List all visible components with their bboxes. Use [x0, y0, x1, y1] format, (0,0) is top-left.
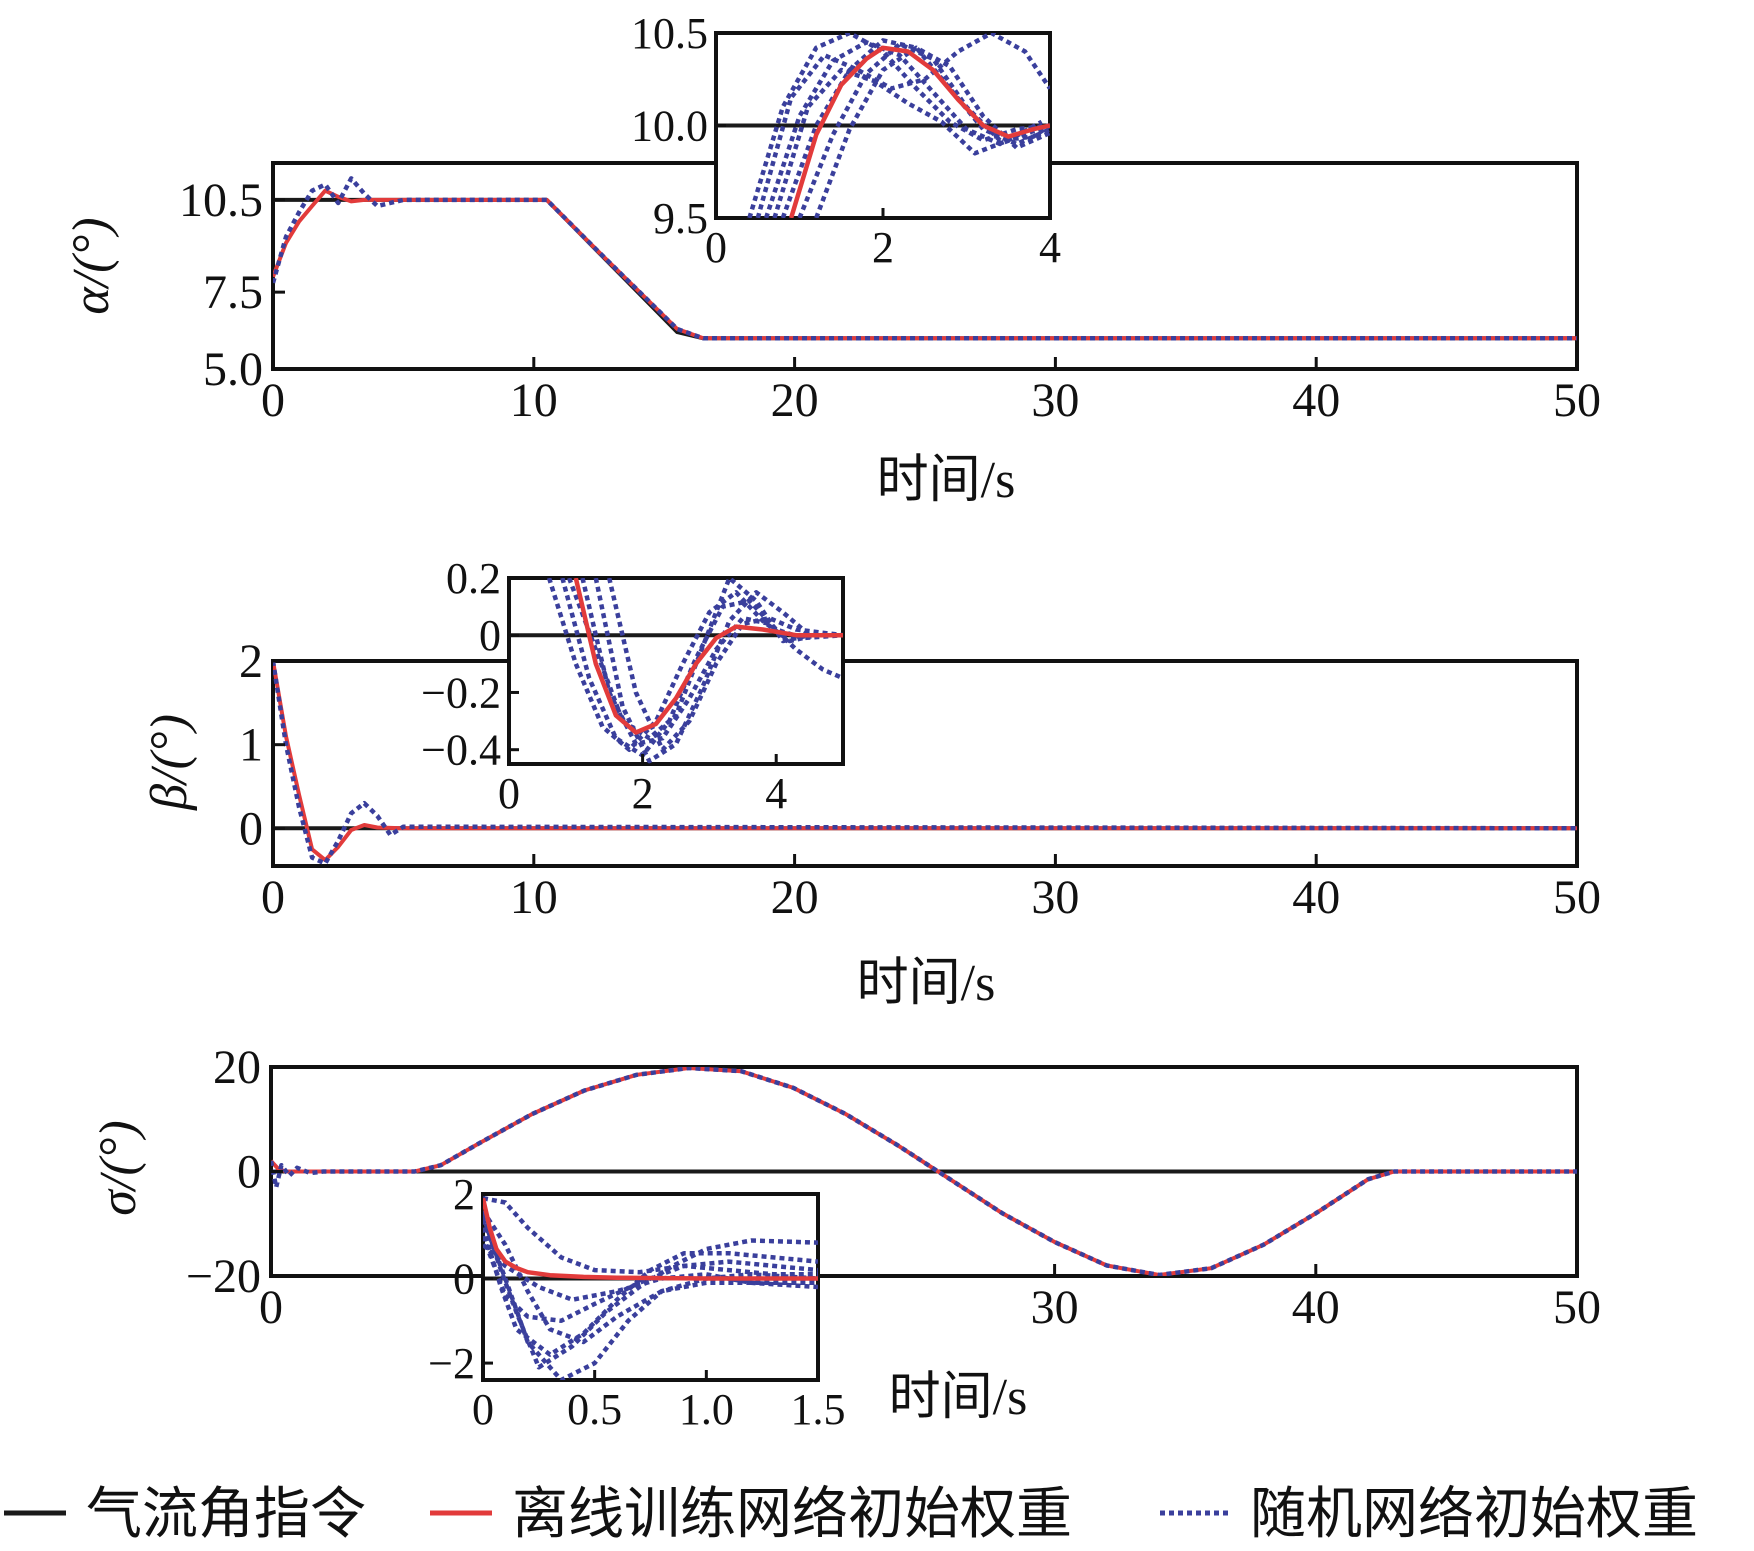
random-line: [271, 1067, 1577, 1276]
inset-random-line: [560, 578, 843, 758]
legend: 气流角指令 离线训练网络初始权重 随机网络初始权重: [4, 1484, 1698, 1546]
x-tick-label: 30: [1031, 1281, 1079, 1334]
series-group: [273, 176, 1577, 341]
inset-y-tick-label: −0.4: [421, 726, 501, 775]
inset-offline-line: [573, 578, 843, 735]
inset-random-line: [483, 1209, 818, 1345]
inset-random-line: [607, 578, 843, 752]
inset-frame: [481, 1192, 820, 1382]
inset-random-line: [483, 1218, 818, 1380]
x-axis-label: 时间/s: [877, 452, 1016, 509]
y-tick-label: 7.5: [203, 266, 263, 319]
legend-command-label: 气流角指令: [86, 1484, 366, 1546]
inset-y-tick-label: 0: [479, 611, 501, 660]
x-tick-label: 10: [510, 374, 558, 427]
inset-alpha: 0 2 4 9.5 10.0 10.5: [631, 9, 1061, 272]
y-axis-label: α/(°): [63, 217, 120, 314]
inset-y-tick-label: 10.0: [631, 102, 708, 151]
inset-x-tick-label: 0: [472, 1385, 494, 1434]
series-group: [271, 1067, 1577, 1276]
series-group: [273, 661, 1577, 866]
inset-y-tick-label: 0: [453, 1255, 475, 1304]
inset-y-tick-label: 10.5: [631, 9, 708, 58]
legend-random-label: 随机网络初始权重: [1250, 1484, 1698, 1546]
random-line: [273, 176, 1577, 341]
inset-x-tick-label: 2: [632, 769, 654, 818]
inset-x-tick-label: 4: [1039, 223, 1061, 272]
inset-x-tick-label: 0: [498, 769, 520, 818]
plot-frame: [271, 659, 1579, 868]
inset-series-group: [716, 33, 1050, 218]
x-tick-label: 0: [261, 871, 285, 924]
x-tick-label: 50: [1553, 374, 1601, 427]
x-tick-label: 30: [1031, 871, 1079, 924]
inset-x-tick-label: 0: [705, 223, 727, 272]
panel-beta: 0 10 20 30 40 50 0 1 2 时间/s β/(°) 0 2 4 0.2 0 −0.2 −0.4: [141, 554, 1601, 1012]
inset-sigma: 0 0.5 1.0 1.520−2: [428, 1170, 845, 1434]
inset-y-tick-label: 9.5: [653, 194, 708, 243]
x-tick-label: 0: [259, 1281, 283, 1334]
y-tick-label: 2: [239, 635, 263, 688]
x-tick-label: 20: [771, 871, 819, 924]
inset-offline-line: [483, 1197, 818, 1281]
x-tick-label: 50: [1553, 871, 1601, 924]
inset-y-tick-label: −2: [428, 1339, 475, 1388]
y-tick-label: 5.0: [203, 343, 263, 396]
x-tick-label: 40: [1292, 871, 1340, 924]
x-tick-label: 40: [1292, 374, 1340, 427]
inset-random-line: [483, 1195, 818, 1277]
inset-series-group: [509, 578, 843, 764]
inset-random-line: [483, 1235, 818, 1324]
inset-y-tick-label: 2: [453, 1170, 475, 1219]
inset-x-tick-label: 1.0: [679, 1385, 734, 1434]
inset-series-group: [483, 1195, 818, 1380]
x-tick-label: 30: [1031, 374, 1079, 427]
y-axis-label: β/(°): [141, 714, 198, 811]
inset-x-tick-label: 2: [872, 223, 894, 272]
inset-random-line: [755, 33, 1050, 218]
x-axis-label: 时间/s: [857, 955, 996, 1012]
y-tick-label: 20: [213, 1041, 261, 1094]
panel-alpha: 0 10 20 30 40 50 5.0 7.5 10.5 时间/s α/(°) 0 2 4 9.5 10.0…: [63, 9, 1601, 509]
inset-x-tick-label: 1.5: [791, 1385, 846, 1434]
y-tick-label: −20: [186, 1250, 261, 1303]
inset-x-tick-label: 0.5: [567, 1385, 622, 1434]
x-axis-label: 时间/s: [889, 1369, 1028, 1426]
y-tick-label: 0: [239, 802, 263, 855]
random-line: [273, 661, 1577, 866]
inset-random-line: [483, 1227, 818, 1357]
y-tick-label: 0: [237, 1146, 261, 1199]
x-tick-label: 10: [510, 871, 558, 924]
inset-offline-line: [788, 45, 1050, 218]
inset-y-tick-label: 0.2: [446, 554, 501, 603]
x-tick-label: 20: [771, 374, 819, 427]
x-tick-label: 40: [1292, 1281, 1340, 1334]
inset-random-line: [566, 578, 843, 741]
inset-y-tick-label: −0.2: [421, 668, 501, 717]
x-tick-label: 50: [1553, 1281, 1601, 1334]
y-axis-label: σ/(°): [90, 1120, 147, 1216]
y-tick-label: 10.5: [179, 174, 263, 227]
y-tick-label: 1: [239, 719, 263, 772]
x-tick-label: 0: [261, 374, 285, 427]
inset-random-line: [546, 578, 843, 752]
offline-line: [273, 661, 1577, 863]
inset-beta: 0 2 4 0.2 0 −0.2 −0.4: [421, 554, 845, 818]
inset-x-tick-label: 4: [765, 769, 787, 818]
legend-offline-label: 离线训练网络初始权重: [512, 1484, 1072, 1546]
inset-random-line: [797, 41, 1050, 218]
inset-random-line: [747, 33, 1050, 218]
